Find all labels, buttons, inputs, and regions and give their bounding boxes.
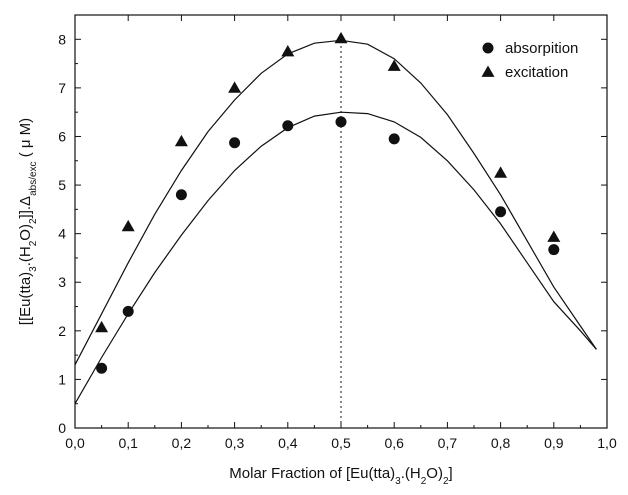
legend-marker-triangle [481,65,495,77]
data-point-circle [388,133,400,145]
y-tick-label: 1 [58,371,66,387]
data-point-circle [229,137,241,149]
legend: absorpition excitation [481,40,578,81]
x-tick-label: 0,0 [65,435,85,451]
x-tick-label: 0,1 [118,435,138,451]
data-point-triangle [334,31,348,44]
x-tick-label: 0,2 [172,435,192,451]
data-point-triangle [387,59,401,71]
data-point-circle [122,305,134,317]
y-axis-label: [[Eu(tta)3.(H2O)2]].Δabs/exc ( μ M) [17,118,39,325]
data-point-triangle [121,219,135,232]
x-tick-label: 0,6 [384,435,404,451]
data-point-triangle [547,230,561,242]
x-tick-label: 1,0 [597,435,617,451]
data-point-triangle [494,166,508,178]
y-tick-label: 0 [58,420,66,436]
legend-label-circle: absorpition [505,40,578,57]
y-tick-label: 3 [58,274,66,290]
data-point-circle [335,116,347,128]
data-point-circle [96,362,108,374]
data-point-circle [548,244,560,256]
data-point-circle [282,120,294,132]
data-point-triangle [95,320,109,333]
y-tick-label: 8 [58,31,66,47]
legend-label-triangle: excitation [505,64,568,81]
data-points [95,31,561,374]
y-tick-label: 5 [58,177,66,193]
data-point-triangle [228,81,242,93]
x-tick-label: 0,8 [491,435,511,451]
data-point-circle [175,189,187,201]
fit-curve-triangle [74,39,597,366]
data-point-circle [495,206,507,218]
fit-curve-circle [74,111,597,404]
data-point-triangle [174,134,188,147]
legend-marker-circle [482,42,494,54]
x-tick-label: 0,3 [225,435,245,451]
y-tick-label: 4 [58,226,66,242]
x-axis-label: Molar Fraction of [Eu(tta)3.(H2O)2] [229,465,452,487]
y-tick-label: 7 [58,80,66,96]
x-tick-label: 0,4 [278,435,298,451]
fit-curves [74,39,597,404]
x-ticks: 0,0 0,1 0,2 0,3 0,4 0,5 0,6 0,7 0,8 0,9 1,0 [65,15,617,451]
x-tick-label: 0,5 [331,435,351,451]
y-tick-label: 2 [58,323,66,339]
y-ticks: 0 1 2 3 4 5 6 7 8 [58,14,607,436]
y-tick-label: 6 [58,128,66,144]
data-point-triangle [281,44,295,57]
x-tick-label: 0,7 [438,435,458,451]
x-tick-label: 0,9 [544,435,564,451]
